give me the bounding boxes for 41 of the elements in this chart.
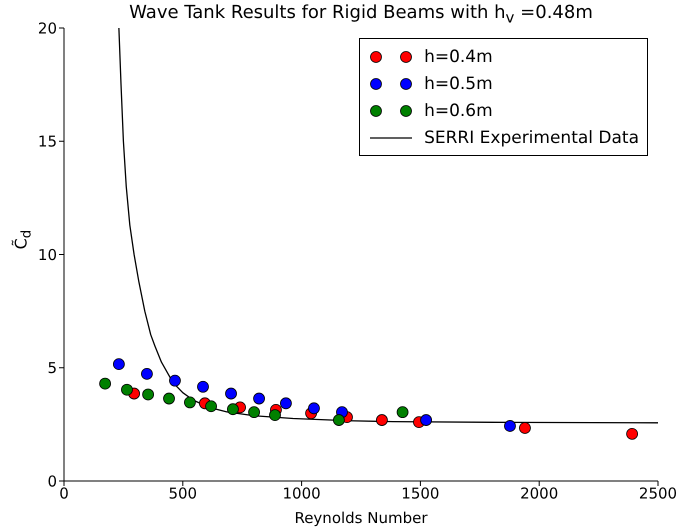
- point: [225, 388, 237, 400]
- point: [184, 396, 196, 408]
- point: [197, 380, 209, 393]
- point: [519, 422, 531, 434]
- point: [121, 384, 133, 396]
- x-tick-label: 2000: [520, 484, 558, 503]
- legend-label: h=0.5m: [424, 74, 493, 94]
- point: [333, 414, 345, 426]
- point: [308, 402, 320, 414]
- point: [227, 403, 239, 416]
- point: [504, 420, 516, 432]
- y-tick-label: 5: [47, 359, 57, 378]
- x-tick-label: 0: [59, 484, 69, 503]
- point: [169, 374, 181, 387]
- legend-label: SERRI Experimental Data: [424, 128, 639, 148]
- y-tick-label: 20: [38, 19, 57, 38]
- point: [163, 392, 175, 404]
- y-tick-label: 15: [38, 132, 57, 151]
- y-tick-label: 0: [47, 472, 57, 490]
- point: [626, 428, 638, 440]
- point: [269, 409, 281, 421]
- point: [376, 414, 388, 426]
- point: [248, 406, 260, 418]
- point: [99, 378, 112, 390]
- point: [420, 414, 432, 426]
- point: [142, 388, 154, 400]
- point: [396, 406, 408, 418]
- legend-label: h=0.6m: [424, 100, 493, 120]
- chart-title: Wave Tank Results for Rigid Beams with h$_{v}$ =0.48m: [128, 2, 594, 27]
- y-tick-label: 10: [38, 246, 57, 264]
- point: [112, 358, 125, 370]
- legend-label: h=0.4m: [424, 46, 493, 66]
- x-axis-title: Reynolds Number: [293, 509, 429, 527]
- x-tick-label: 2500: [638, 484, 678, 503]
- x-tick-label: 500: [168, 484, 198, 503]
- point: [280, 397, 292, 410]
- x-tick-label: 1500: [401, 484, 440, 503]
- point: [141, 368, 153, 380]
- x-tick-label: 1000: [282, 484, 321, 503]
- point: [205, 400, 217, 412]
- point: [253, 392, 265, 404]
